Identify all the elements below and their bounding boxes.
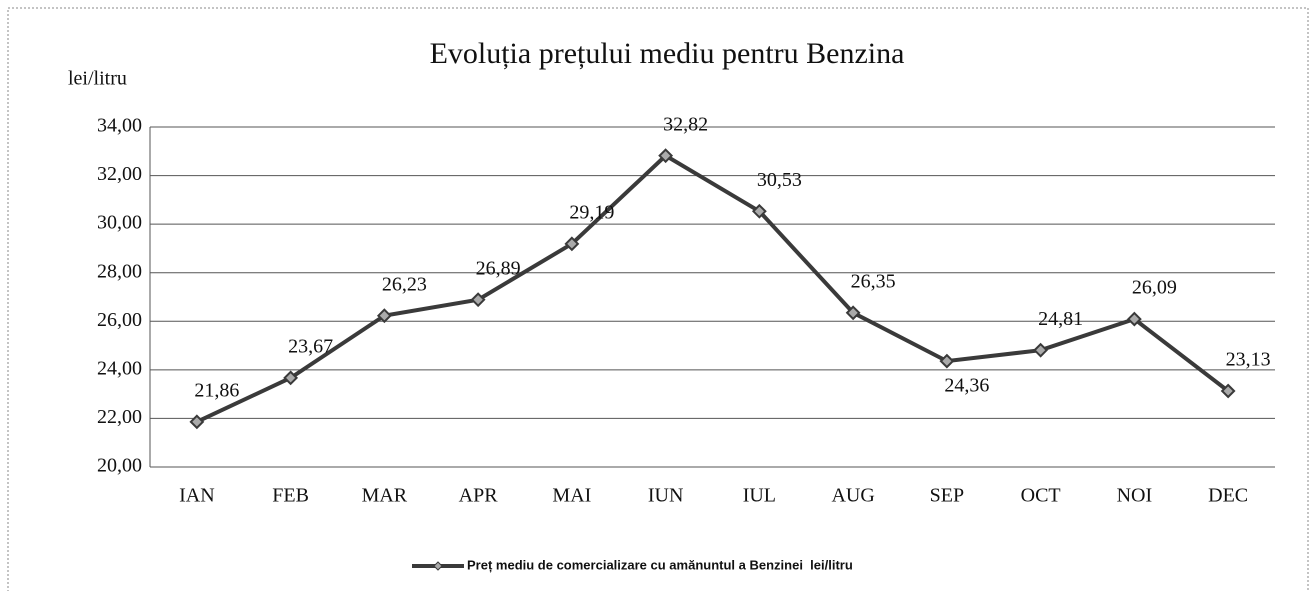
x-tick-label: APR <box>459 485 499 507</box>
point-marker <box>658 148 674 164</box>
point-marker <box>939 353 955 369</box>
chart-title: Evoluția prețului mediu pentru Benzina <box>430 37 905 70</box>
y-tick-label: 20,00 <box>97 455 142 477</box>
point-marker <box>1220 383 1236 399</box>
x-tick-label: AUG <box>831 485 874 507</box>
data-label: 26,23 <box>382 273 427 295</box>
x-tick-label: FEB <box>272 485 309 507</box>
y-tick-label: 22,00 <box>97 406 142 428</box>
y-tick-label: 28,00 <box>97 260 142 282</box>
point-marker <box>189 414 205 430</box>
chart-frame <box>7 7 1309 591</box>
y-axis-label: lei/litru <box>68 68 127 90</box>
point-marker <box>845 305 861 321</box>
x-tick-label: IUN <box>648 485 684 507</box>
y-tick-label: 30,00 <box>97 212 142 234</box>
x-tick-label: OCT <box>1021 485 1061 507</box>
data-label: 23,13 <box>1226 349 1271 371</box>
data-label: 24,81 <box>1038 308 1083 330</box>
series-line <box>196 153 1230 424</box>
data-label: 26,89 <box>476 257 521 279</box>
x-tick-label: MAI <box>552 485 591 507</box>
point-marker <box>564 236 580 252</box>
x-tick-label: DEC <box>1208 485 1248 507</box>
y-tick-label: 32,00 <box>97 163 142 185</box>
x-tick-label: IAN <box>179 485 215 507</box>
x-tick-label: IUL <box>743 485 776 507</box>
data-label: 30,53 <box>757 169 802 191</box>
point-marker <box>1126 311 1142 327</box>
y-tick-label: 24,00 <box>97 357 142 379</box>
data-label: 29,19 <box>569 201 614 223</box>
point-marker <box>470 292 486 308</box>
point-marker <box>376 308 392 324</box>
data-label: 26,35 <box>851 270 896 292</box>
point-marker <box>1033 342 1049 358</box>
point-marker <box>751 203 767 219</box>
y-tick-label: 26,00 <box>97 309 142 331</box>
x-tick-label: NOI <box>1117 485 1153 507</box>
data-label: 24,36 <box>944 375 989 397</box>
legend-label: Preț mediu de comercializare cu amănuntu… <box>467 557 853 572</box>
data-label: 26,09 <box>1132 277 1177 299</box>
x-tick-label: SEP <box>930 485 964 507</box>
legend-marker <box>433 561 443 571</box>
data-label: 32,82 <box>663 113 708 135</box>
x-tick-label: MAR <box>362 485 408 507</box>
point-marker <box>283 370 299 386</box>
data-label: 21,86 <box>194 379 239 401</box>
data-label: 23,67 <box>288 335 333 357</box>
y-tick-label: 34,00 <box>97 115 142 137</box>
